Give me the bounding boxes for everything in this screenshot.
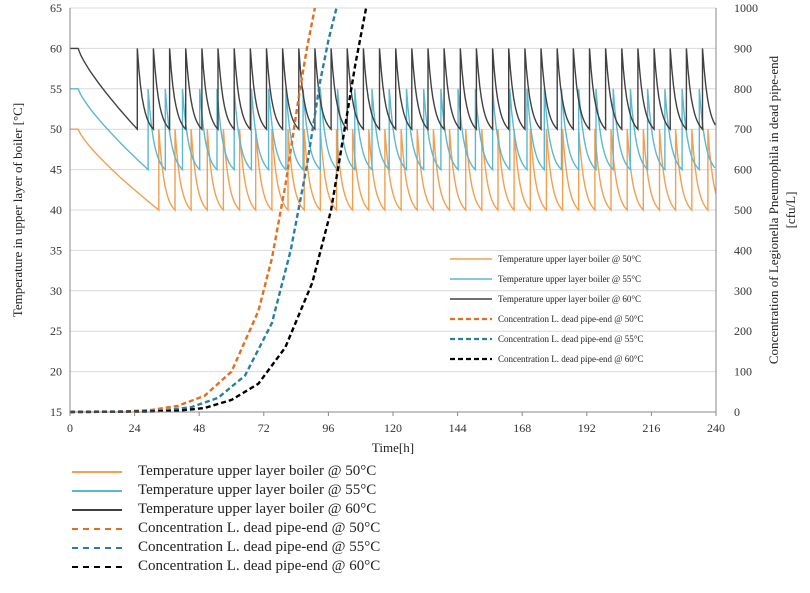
legend-label: Concentration L. dead pipe-end @ 55°C [138, 539, 381, 555]
x-tick-label: 72 [258, 421, 270, 435]
y-axis-label: Temperature in upper layer of boiler [°C… [10, 103, 25, 317]
y2-tick-label: 800 [734, 82, 752, 96]
legend-label: Concentration L. dead pipe-end @ 60°C [138, 558, 381, 574]
y2-tick-label: 600 [734, 163, 752, 177]
temperature-line-60 [70, 47, 717, 132]
legend-label: Concentration L. dead pipe-end @ 50°C [138, 520, 381, 536]
y2-tick-label: 100 [734, 365, 752, 379]
x-tick-label: 240 [707, 421, 725, 435]
y2-tick-label: 200 [734, 324, 752, 338]
legend-label: Concentration L. dead pipe-end @ 55°C [498, 334, 643, 344]
x-tick-label: 24 [129, 421, 141, 435]
x-tick-label: 96 [322, 421, 334, 435]
tick-labels: 15 20 25 30 35 40 45 50 55 60 65 0 100 200 300 400 500 60… [50, 1, 758, 435]
external-legend: Temperature upper layer boiler @ 50°C Tem… [68, 462, 488, 576]
x-tick-label: 144 [449, 421, 467, 435]
legend-label: Temperature upper layer boiler @ 60°C [498, 294, 641, 304]
y-tick-label: 35 [50, 243, 62, 257]
x-tick-label: 168 [513, 421, 531, 435]
x-tick-label: 120 [384, 421, 402, 435]
y2-tick-label: 400 [734, 243, 752, 257]
legend-swatch [72, 528, 122, 530]
legend-swatch [72, 471, 122, 473]
external-legend-item: Temperature upper layer boiler @ 60°C [68, 500, 488, 519]
y-tick-label: 55 [50, 82, 62, 96]
y2-tick-label: 500 [734, 203, 752, 217]
chart-legend: Temperature upper layer boiler @ 50°C Tem… [450, 254, 643, 364]
legend-swatch [72, 509, 122, 511]
y-tick-label: 65 [50, 1, 62, 15]
legend-label: Temperature upper layer boiler @ 55°C [498, 274, 641, 284]
y-tick-label: 25 [50, 324, 62, 338]
y2-axis-label-line1: Concentration of Legionella Pneumophila … [766, 55, 781, 364]
legend-swatch [72, 490, 122, 492]
y2-tick-label: 0 [734, 405, 740, 419]
legend-label: Concentration L. dead pipe-end @ 60°C [498, 354, 643, 364]
legend-label: Temperature upper layer boiler @ 60°C [138, 501, 377, 517]
legend-swatch [72, 547, 122, 549]
y2-tick-label: 700 [734, 122, 752, 136]
y-tick-label: 15 [50, 405, 62, 419]
y-tick-label: 30 [50, 284, 62, 298]
legend-label: Concentration L. dead pipe-end @ 50°C [498, 314, 643, 324]
gridlines [70, 7, 716, 413]
y2-tick-label: 1000 [734, 1, 758, 15]
temperature-line-55 [70, 88, 716, 172]
concentration-line-2 [69, 7, 368, 414]
external-legend-item: Concentration L. dead pipe-end @ 50°C [68, 519, 488, 538]
x-tick-label: 192 [578, 421, 596, 435]
legend-label: Temperature upper layer boiler @ 50°C [138, 463, 377, 479]
external-legend-item: Temperature upper layer boiler @ 55°C [68, 481, 488, 500]
axes [69, 8, 717, 416]
external-legend-item: Concentration L. dead pipe-end @ 60°C [68, 557, 488, 576]
y-tick-label: 40 [50, 203, 62, 217]
x-tick-label: 216 [642, 421, 660, 435]
y2-tick-label: 900 [734, 41, 752, 55]
data-series [69, 7, 717, 414]
legend-swatch [72, 566, 122, 568]
y2-axis-label-line2: [cfu/L] [783, 192, 798, 229]
legend-label: Temperature upper layer boiler @ 55°C [138, 482, 377, 498]
chart: 15 20 25 30 35 40 45 50 55 60 65 0 100 200 300 400 500 60… [10, 1, 798, 455]
temperature-line-50 [70, 128, 717, 212]
y2-tick-label: 300 [734, 284, 752, 298]
external-legend-item: Concentration L. dead pipe-end @ 55°C [68, 538, 488, 557]
y-tick-label: 60 [50, 41, 62, 55]
x-tick-label: 0 [67, 421, 73, 435]
x-tick-label: 48 [193, 421, 205, 435]
x-axis-label: Time[h] [372, 440, 414, 455]
external-legend-item: Temperature upper layer boiler @ 50°C [68, 462, 488, 481]
y-tick-label: 50 [50, 122, 62, 136]
legend-label: Temperature upper layer boiler @ 50°C [498, 254, 641, 264]
y-tick-label: 20 [50, 365, 62, 379]
y-tick-label: 45 [50, 163, 62, 177]
